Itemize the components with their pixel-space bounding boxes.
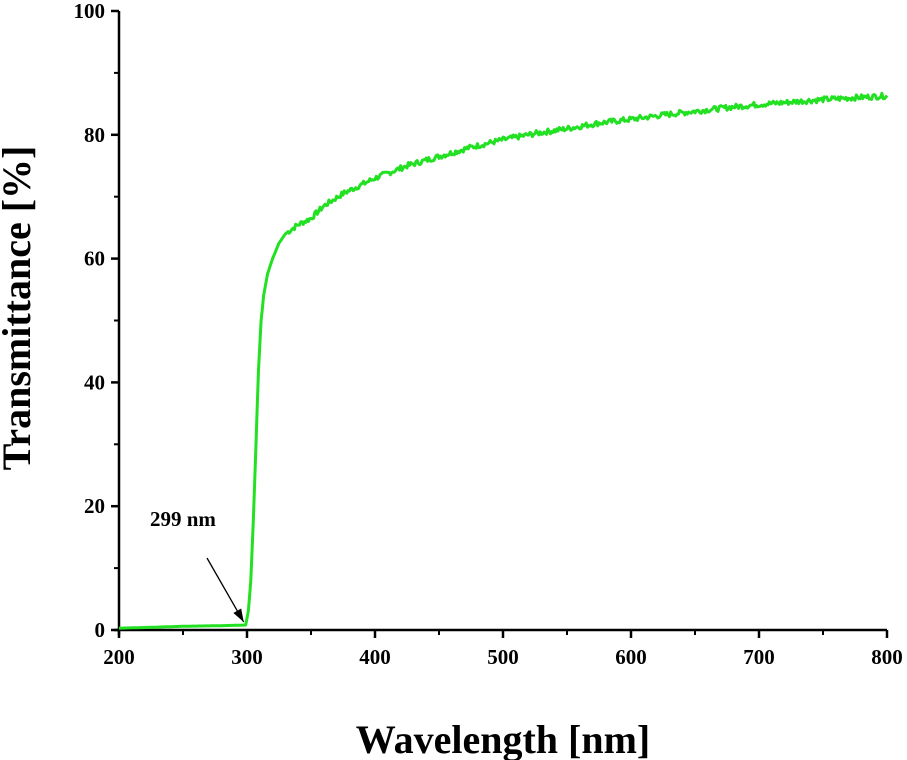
x-tick-label: 500 [487, 645, 519, 669]
x-tick-label: 700 [743, 645, 775, 669]
y-axis-title: Transmittance [%] [0, 146, 39, 471]
annotation-label-299nm: 299 nm [150, 507, 216, 531]
y-tick-label: 0 [95, 618, 106, 642]
x-tick-label: 400 [359, 645, 391, 669]
series-layer [118, 91, 889, 630]
x-tick-label: 200 [103, 645, 135, 669]
annotation-layer: 299 nm [150, 507, 245, 623]
y-axis: 0 20 40 60 80 100 [74, 0, 121, 642]
x-axis: 200 300 400 500 600 700 800 [103, 628, 903, 669]
series-line-transmittance [118, 91, 889, 630]
y-tick-label: 20 [84, 494, 105, 518]
y-tick-label: 100 [74, 0, 106, 23]
x-axis-title: Wavelength [nm] [356, 717, 650, 760]
y-tick-label: 40 [84, 370, 105, 394]
y-tick-label: 60 [84, 247, 105, 271]
y-tick-label: 80 [84, 123, 105, 147]
x-tick-label: 600 [615, 645, 647, 669]
annotation-arrow-head [233, 608, 244, 622]
x-tick-label: 800 [871, 645, 903, 669]
x-tick-label: 300 [231, 645, 263, 669]
